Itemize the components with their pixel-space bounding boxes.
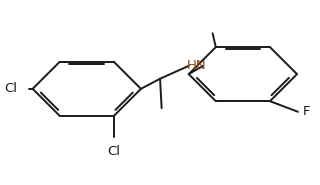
Text: HN: HN xyxy=(187,59,206,72)
Text: F: F xyxy=(303,105,310,118)
Text: Cl: Cl xyxy=(4,82,17,95)
Text: Cl: Cl xyxy=(108,145,120,158)
